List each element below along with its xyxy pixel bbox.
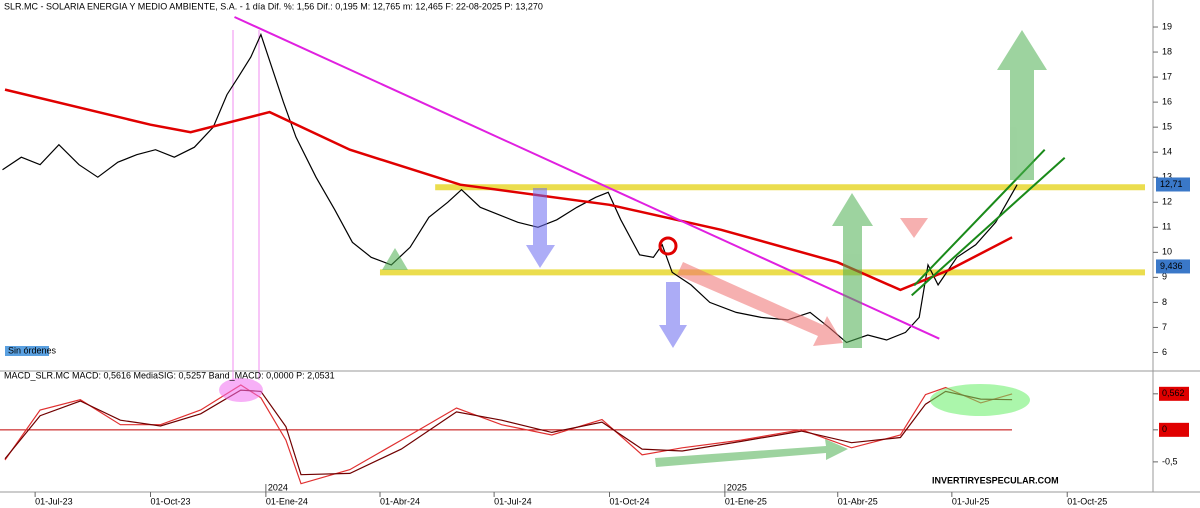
series-line [234,16,940,340]
y-tick-label: 6 [1162,347,1167,357]
x-tick-label: 01-Jul-23 [35,496,73,506]
x-tick-label: 01-Ene-25 [725,496,767,506]
series-line [4,389,1013,476]
diagonal-arrow [655,439,848,467]
y-tick-label: 19 [1162,21,1172,31]
watermark: INVERTIRYESPECULAR.COM [932,475,1059,485]
status: Sin órdenes [8,345,57,355]
status-box [5,346,49,356]
x-tick-label: 01-Ene-24 [266,496,308,506]
down-marker [900,218,928,238]
series-line [911,156,1066,297]
year-label: 2025 [727,482,747,492]
chart-title: SLR.MC - SOLARIA ENERGIA Y MEDIO AMBIENT… [4,1,543,11]
y-tick-label: 8 [1162,297,1167,307]
up-arrow [382,248,408,270]
down-arrow [659,282,687,348]
y-tick-label: 18 [1162,46,1172,56]
price-label: 12,71 [1160,179,1183,189]
y-tick-box [1159,386,1189,401]
y-tick-box [1159,422,1189,437]
up-arrow [997,30,1047,180]
x-tick-label: 01-Oct-25 [1067,496,1107,506]
year-label: 2024 [268,482,288,492]
y-tick-label: 12 [1162,197,1172,207]
x-tick-label: 01-Jul-25 [952,496,990,506]
y-tick-label: -0,5 [1162,456,1178,466]
y-tick-label: 11 [1162,222,1171,232]
y-tick-label: 9 [1162,272,1167,282]
highlight [930,384,1030,416]
up-arrow [832,193,873,348]
annotations [219,30,1047,467]
diagonal-arrow [677,262,843,346]
macd-title: MACD_SLR.MC MACD: 0,5616 MediaSIG: 0,525… [4,370,335,380]
price-label-box [1156,259,1190,274]
y-tick-label: 13 [1162,172,1172,182]
y-tick-label: 15 [1162,122,1172,132]
x-tick-label: 01-Oct-24 [609,496,649,506]
y-tick-label: 16 [1162,97,1172,107]
down-arrow [526,188,555,268]
y-tick-label: 0,562 [1162,388,1185,398]
y-tick-label: 0 [1162,424,1167,434]
y-tick-label: 10 [1162,247,1172,257]
highlight [219,378,263,402]
y-tick-label: 7 [1162,322,1167,332]
x-tick-label: 01-Abr-24 [380,496,420,506]
highlight-circle [658,236,678,256]
x-tick-label: 01-Oct-23 [150,496,190,506]
price-label: 9,436 [1160,261,1183,271]
y-tick-label: 14 [1162,147,1172,157]
x-tick-label: 01-Jul-24 [494,496,532,506]
x-tick-label: 01-Abr-25 [838,496,878,506]
price-label-box [1156,177,1190,192]
y-tick-label: 17 [1162,71,1172,81]
